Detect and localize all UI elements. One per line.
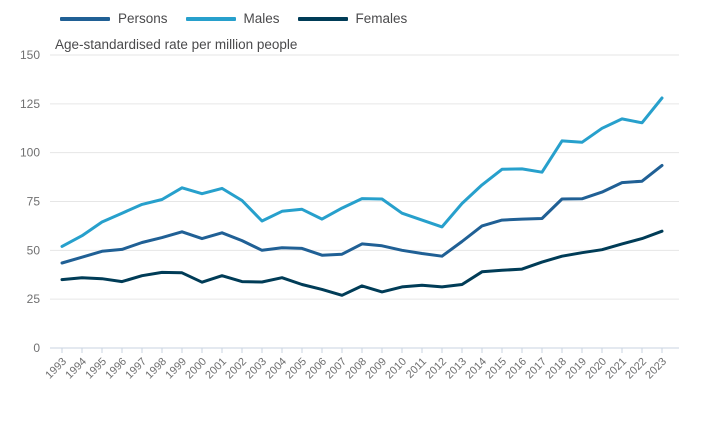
x-tick-label: 2012 xyxy=(423,356,449,382)
x-tick-label: 1993 xyxy=(43,356,69,382)
legend-item-males[interactable]: Males xyxy=(185,10,280,28)
x-tick-label: 1995 xyxy=(83,356,109,382)
legend-label-males: Males xyxy=(243,11,280,26)
x-tick-label: 2019 xyxy=(563,356,589,382)
x-tick-label: 2021 xyxy=(603,356,629,382)
x-tick-label: 2022 xyxy=(623,356,649,382)
x-tick-label: 2003 xyxy=(243,356,269,382)
legend-label-persons: Persons xyxy=(118,11,168,26)
legend-item-females[interactable]: Females xyxy=(297,10,408,28)
x-tick-label: 1999 xyxy=(163,356,189,382)
series-line-persons[interactable] xyxy=(60,163,664,265)
x-tick-label: 1997 xyxy=(123,356,149,382)
legend-item-persons[interactable]: Persons xyxy=(60,10,168,28)
x-tick-label: 2002 xyxy=(223,356,249,382)
x-tick-label: 2020 xyxy=(583,356,609,382)
x-tick-label: 2007 xyxy=(323,356,349,382)
x-tick-label: 2017 xyxy=(523,356,549,382)
series-line-males[interactable] xyxy=(60,96,664,248)
x-tick-label: 2006 xyxy=(303,356,329,382)
x-tick-label: 2001 xyxy=(203,356,229,382)
x-tick-label: 2015 xyxy=(483,356,509,382)
x-tick-label: 1994 xyxy=(63,356,89,382)
y-tick-label: 125 xyxy=(20,97,40,111)
x-tick-label: 2011 xyxy=(404,356,429,381)
x-tick-label: 2016 xyxy=(503,356,529,382)
legend-label-females: Females xyxy=(355,11,408,26)
y-tick-label: 0 xyxy=(33,341,40,355)
y-tick-label: 25 xyxy=(27,292,41,306)
y-axis-title: Age-standardised rate per million people xyxy=(55,37,298,52)
x-tick-label: 2010 xyxy=(383,356,409,382)
y-tick-label: 50 xyxy=(27,243,41,257)
legend-swatch-persons xyxy=(60,17,110,21)
legend: Persons Males Females xyxy=(60,10,425,28)
y-tick-label: 75 xyxy=(27,195,41,209)
y-tick-label: 100 xyxy=(20,146,40,160)
x-tick-label: 2023 xyxy=(643,356,669,382)
series-line-females[interactable] xyxy=(60,229,664,297)
x-tick-label: 2004 xyxy=(263,356,289,382)
y-tick-label: 150 xyxy=(20,48,40,62)
x-tick-label: 2014 xyxy=(463,356,489,382)
x-tick-label: 2000 xyxy=(183,356,209,382)
x-tick-label: 1996 xyxy=(103,356,129,382)
x-tick-label: 2018 xyxy=(543,356,569,382)
x-tick-label: 2008 xyxy=(343,356,369,382)
x-tick-label: 2009 xyxy=(363,356,389,382)
legend-swatch-females xyxy=(297,17,348,21)
x-tick-label: 2013 xyxy=(443,356,469,382)
x-tick-label: 2005 xyxy=(283,356,309,382)
legend-swatch-males xyxy=(185,17,236,21)
x-tick-label: 1998 xyxy=(143,356,169,382)
